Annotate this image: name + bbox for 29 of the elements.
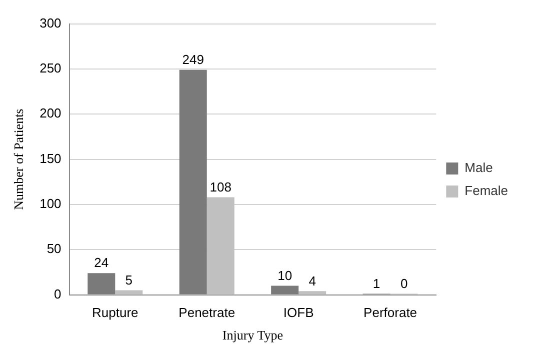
y-tick-label: 0 xyxy=(54,286,62,302)
bar xyxy=(88,273,116,294)
data-label: 5 xyxy=(125,272,133,288)
bar xyxy=(271,286,299,294)
data-label: 24 xyxy=(94,255,109,270)
y-axis-title: Number of Patients xyxy=(11,108,26,210)
data-label: 1 xyxy=(372,276,380,291)
y-tick-label: 150 xyxy=(40,150,62,166)
x-tick-label: Penetrate xyxy=(178,305,236,320)
y-tick-label: 300 xyxy=(40,15,62,30)
data-label: 4 xyxy=(308,273,316,288)
data-label: 249 xyxy=(182,52,204,67)
data-label: 108 xyxy=(210,179,232,194)
y-tick-label: 100 xyxy=(40,196,62,212)
x-tick-label: Rupture xyxy=(92,305,138,320)
bar xyxy=(115,290,143,294)
x-tick-label: Perforate xyxy=(364,305,418,320)
x-tick-label: IOFB xyxy=(283,305,314,320)
x-axis-title: Injury Type xyxy=(222,328,284,343)
y-tick-label: 50 xyxy=(46,241,62,256)
data-label: 10 xyxy=(278,268,292,283)
y-tick-label: 250 xyxy=(40,60,62,76)
y-tick-label: 200 xyxy=(40,106,62,121)
legend-label: Male xyxy=(464,160,493,176)
legend-label: Female xyxy=(464,183,508,198)
bar xyxy=(179,70,207,294)
bar xyxy=(206,197,234,294)
data-label: 0 xyxy=(400,276,408,291)
bar xyxy=(298,291,326,294)
